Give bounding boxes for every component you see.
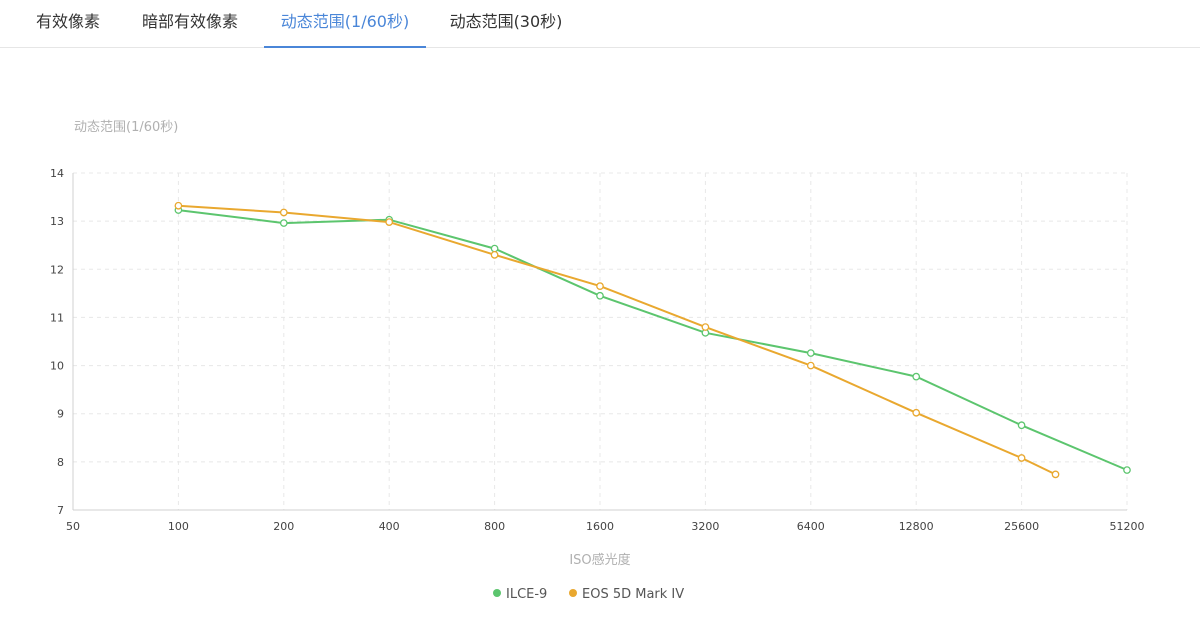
y-axis-title: 动态范围(1/60秒) [74,120,178,135]
data-point [1017,454,1026,462]
legend-label: ILCE-9 [506,587,547,602]
data-point [912,408,921,417]
tab-bar: 有效像素 暗部有效像素 动态范围(1/60秒) 动态范围(30秒) [0,0,1200,48]
data-point [1051,470,1060,479]
tab-dynamic-range-30s[interactable]: 动态范围(30秒) [449,12,563,31]
series-line [178,209,1128,471]
y-tick-label: 10 [50,360,64,373]
x-tick-label: 50 [66,520,80,533]
x-tick-label: 1600 [586,520,614,533]
legend-marker [569,589,577,597]
data-point [174,201,183,210]
data-point [912,372,921,381]
x-tick-label: 6400 [797,520,825,533]
x-tick-label: 400 [379,520,400,533]
legend-label: EOS 5D Mark IV [582,587,684,602]
series-layer [174,201,1131,479]
axes: 7 8 9 10 11 12 13 14 50 100 200 400 800 1600 3200 6400 1… [50,167,1145,533]
tab-effective-pixels[interactable]: 有效像素 [35,12,100,31]
series-0 [174,206,1131,474]
x-tick-label: 25600 [1004,520,1039,533]
grid [73,172,1128,510]
series-1 [174,201,1060,479]
y-tick-label: 14 [50,167,64,180]
data-point [1123,466,1131,474]
y-tick-label: 11 [50,311,64,324]
data-point [490,250,499,259]
data-point [279,219,288,227]
data-point [701,323,710,331]
data-point [385,218,394,226]
y-tick-label: 8 [57,456,64,469]
data-point [596,291,604,300]
tab-shadow-effective-pixels[interactable]: 暗部有效像素 [141,12,238,31]
data-point [490,244,499,253]
y-tick-label: 12 [50,263,64,276]
x-tick-label: 200 [273,520,294,533]
x-axis-title: ISO感光度 [569,552,630,568]
data-point [806,349,815,357]
data-point [596,282,604,290]
data-point [806,361,815,370]
legend: ILCE-9 EOS 5D Mark IV [493,587,684,602]
data-point [279,208,288,217]
x-tick-label: 51200 [1110,520,1145,533]
data-point [1017,421,1026,430]
x-tick-label: 100 [168,520,189,533]
x-tick-label: 12800 [899,520,934,533]
y-tick-label: 13 [50,215,64,228]
dynamic-range-chart: 动态范围(1/60秒) 7 8 9 10 11 12 13 14 50 100 200 400 800 1… [50,120,1145,602]
x-tick-label: 800 [484,520,505,533]
y-tick-label: 7 [57,504,64,517]
tab-dynamic-range-1-60[interactable]: 动态范围(1/60秒) [264,0,426,48]
legend-marker [493,589,501,597]
x-tick-label: 3200 [691,520,719,533]
series-line [178,204,1056,476]
y-tick-label: 9 [57,408,64,421]
